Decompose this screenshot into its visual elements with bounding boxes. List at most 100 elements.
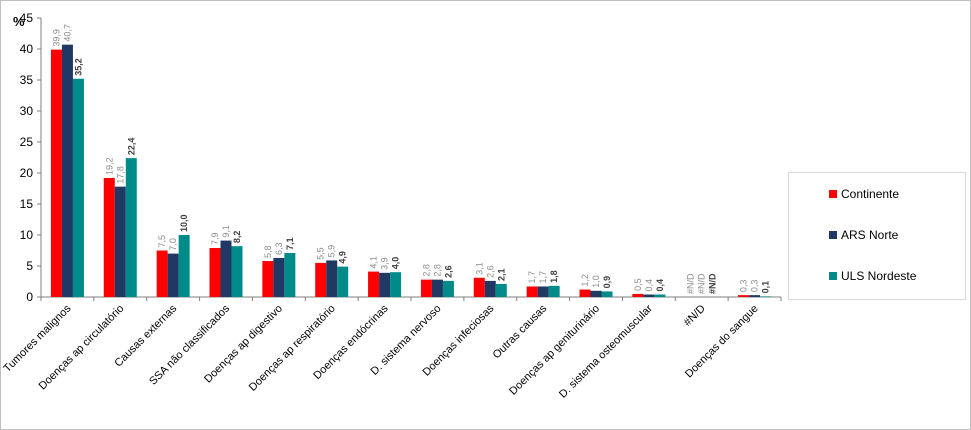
- bar: [326, 260, 338, 297]
- data-label: 35,2: [73, 58, 83, 76]
- y-tick-label: 15: [20, 197, 34, 211]
- bar: [379, 272, 391, 297]
- data-label: 19,2: [104, 157, 114, 175]
- bar: [103, 177, 115, 297]
- x-tick-label: #N/D: [682, 303, 708, 329]
- data-label: 0,4: [655, 279, 665, 292]
- legend: Continente ARS Norte ULS Nordeste: [788, 172, 966, 300]
- data-label: 2,8: [432, 264, 442, 277]
- bar: [209, 248, 221, 297]
- data-label: 6,3: [274, 242, 284, 255]
- legend-item-ars-norte: ARS Norte: [829, 228, 898, 242]
- bar: [760, 296, 772, 297]
- data-label: 0,1: [761, 281, 771, 294]
- data-label: #N/D: [686, 273, 696, 294]
- bar: [548, 285, 560, 297]
- data-label: 0,5: [633, 278, 643, 291]
- bar: [431, 279, 443, 297]
- data-label: 7,0: [168, 238, 178, 251]
- legend-swatch-continente: [829, 190, 837, 198]
- bar: [495, 283, 507, 297]
- data-label: 9,1: [221, 225, 231, 238]
- data-label: 4,0: [391, 257, 401, 270]
- y-tick-label: 0: [26, 290, 33, 304]
- data-label: 39,9: [51, 29, 61, 47]
- data-label: 3,1: [474, 262, 484, 275]
- data-label: 7,5: [157, 235, 167, 248]
- y-tick-label: 45: [20, 11, 34, 25]
- x-tick-label: Outras causas: [491, 302, 550, 361]
- data-label: 1,8: [549, 270, 559, 283]
- data-label: #N/D: [697, 273, 707, 294]
- data-label: 10,0: [179, 214, 189, 232]
- bar: [579, 289, 591, 297]
- data-label: 22,4: [126, 138, 136, 156]
- data-label: #N/D: [708, 273, 718, 294]
- bar: [420, 279, 432, 297]
- bar: [632, 293, 644, 297]
- y-tick-label: 10: [20, 228, 34, 242]
- bar: [220, 240, 232, 297]
- bar: [442, 280, 454, 297]
- y-tick-label: 5: [26, 259, 33, 273]
- axes: 0 5 10 15 20 25 30 35 40 45: [20, 11, 782, 304]
- bar: [262, 261, 274, 297]
- bar: [749, 295, 761, 297]
- bar: [537, 286, 549, 297]
- bar: [473, 277, 485, 297]
- legend-swatch-ars-norte: [829, 231, 837, 239]
- data-label: 2,8: [421, 264, 431, 277]
- legend-item-continente: Continente: [829, 187, 899, 201]
- bar: [590, 290, 602, 297]
- bar: [114, 186, 126, 297]
- y-tick-label: 35: [20, 73, 34, 87]
- data-label: 1,7: [538, 271, 548, 284]
- legend-label-uls-nordeste: ULS Nordeste: [841, 269, 917, 283]
- data-label: 5,9: [327, 245, 337, 258]
- bar: [50, 49, 62, 298]
- data-label: 2,1: [496, 268, 506, 281]
- x-tick-label: Doenças ap circulatório: [37, 303, 127, 393]
- y-tick-label: 30: [20, 104, 34, 118]
- legend-label-continente: Continente: [841, 187, 900, 201]
- legend-item-uls-nordeste: ULS Nordeste: [829, 269, 916, 283]
- data-label: 7,1: [285, 237, 295, 250]
- bar: [315, 262, 327, 297]
- bar: [526, 286, 538, 297]
- data-label: 17,8: [115, 166, 125, 184]
- bar: [167, 253, 179, 297]
- data-label: 4,1: [369, 256, 379, 269]
- x-tick-label: Doenças ap respiratório: [247, 303, 338, 394]
- y-tick-label: 40: [20, 42, 34, 56]
- bar: [125, 158, 137, 297]
- y-tick-label: 25: [20, 135, 34, 149]
- data-label: 0,4: [644, 279, 654, 292]
- y-tick-label: 20: [20, 166, 34, 180]
- data-label: 7,9: [210, 233, 220, 246]
- legend-swatch-uls-nordeste: [829, 272, 837, 280]
- y-axis-label: %: [13, 14, 25, 29]
- data-label: 4,9: [338, 251, 348, 264]
- bar: [643, 294, 655, 297]
- data-label: 5,5: [316, 247, 326, 260]
- data-label: 5,8: [263, 246, 273, 259]
- data-label: 1,0: [591, 275, 601, 288]
- data-label: 2,6: [443, 265, 453, 278]
- data-label: 0,3: [739, 280, 749, 293]
- bar: [284, 252, 296, 297]
- bar: [231, 246, 243, 297]
- x-tick-label: D. sistema osteomuscular: [557, 302, 655, 400]
- bar: [273, 257, 285, 297]
- data-label: 2,6: [485, 265, 495, 278]
- bar: [156, 250, 168, 297]
- data-label: 40,7: [62, 24, 72, 42]
- bar: [484, 280, 496, 297]
- x-tick-label: Doenças ap geniturinário: [507, 303, 602, 398]
- bar: [178, 235, 190, 297]
- bar: [72, 78, 84, 297]
- legend-label-ars-norte: ARS Norte: [841, 228, 899, 242]
- bar: [61, 44, 73, 297]
